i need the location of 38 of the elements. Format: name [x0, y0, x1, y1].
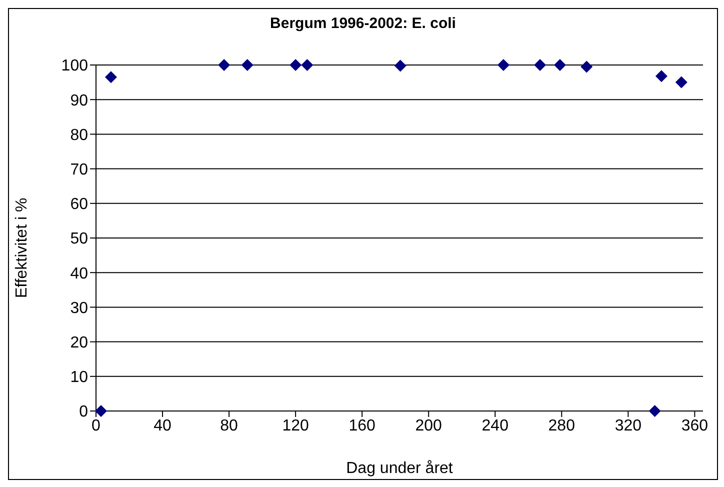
y-tick-label: 90 — [70, 92, 88, 110]
x-tick-label: 40 — [154, 417, 172, 434]
x-tick-label: 80 — [220, 417, 238, 434]
point — [675, 76, 688, 88]
point — [301, 59, 314, 71]
y-tick-label: 100 — [61, 58, 88, 75]
x-tick-label: 160 — [348, 417, 376, 434]
point — [104, 71, 117, 84]
point — [497, 59, 510, 71]
x-tick-label: 240 — [482, 417, 509, 434]
point — [94, 405, 107, 417]
point — [218, 59, 230, 71]
point — [648, 405, 661, 417]
y-tick-label: 20 — [70, 334, 88, 352]
x-tick-label: 200 — [415, 417, 442, 434]
x-tick-label: 320 — [614, 417, 642, 434]
point — [534, 59, 546, 71]
y-tick-label: 50 — [70, 230, 88, 248]
x-tick-label: 360 — [681, 417, 708, 434]
point — [655, 70, 668, 82]
y-tick-label: 0 — [79, 404, 88, 421]
x-tick-label: 0 — [92, 417, 101, 434]
point — [290, 59, 302, 71]
y-tick-label: 40 — [70, 265, 88, 282]
y-tick-label: 60 — [70, 196, 88, 214]
chart-title: Bergum 1996-2002: E. coli — [269, 15, 457, 32]
x-tick-label: 120 — [282, 417, 310, 434]
y-tick-label: 70 — [70, 161, 88, 178]
y-tick-label: 30 — [70, 300, 88, 317]
y-tick-label: 10 — [70, 369, 88, 386]
y-tick-label: 80 — [70, 126, 88, 144]
y-axis-title: Effektivitet i % — [14, 198, 31, 298]
x-tick-label: 280 — [548, 417, 576, 434]
point — [241, 59, 254, 71]
point — [554, 59, 566, 71]
x-axis-title: Dag under året — [346, 460, 454, 477]
point — [394, 60, 406, 72]
point — [580, 60, 593, 73]
